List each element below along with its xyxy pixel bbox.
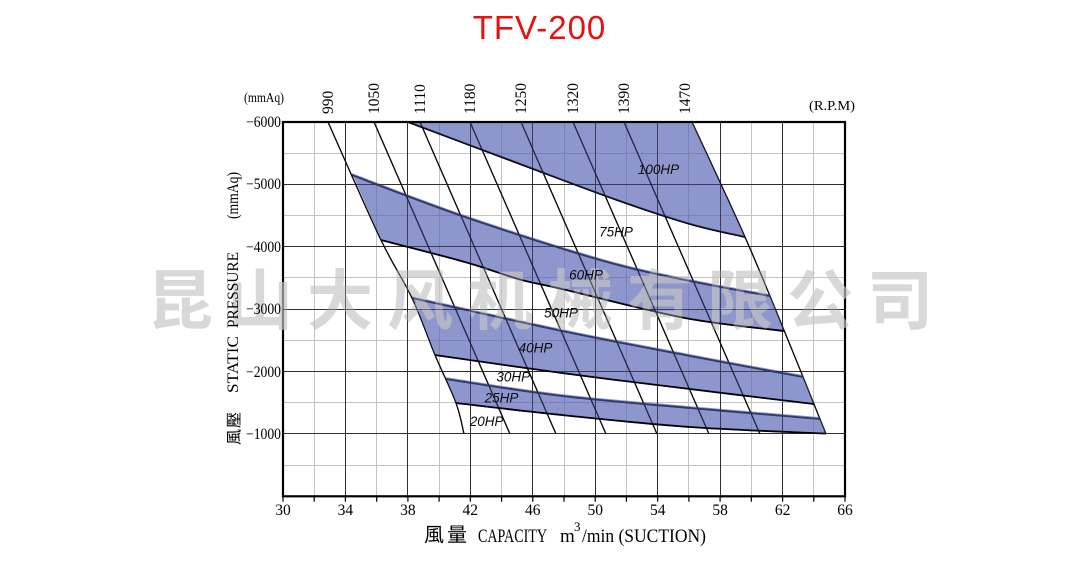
- svg-text:m: m: [560, 526, 575, 547]
- svg-text:−6000: −6000: [246, 114, 281, 131]
- svg-text:1470: 1470: [677, 83, 694, 114]
- svg-text:STATIC: STATIC: [225, 336, 242, 393]
- svg-text:−3000: −3000: [246, 301, 281, 318]
- svg-text:60HP: 60HP: [569, 267, 603, 282]
- svg-text:990: 990: [320, 91, 337, 115]
- svg-text:25HP: 25HP: [484, 391, 519, 406]
- svg-text:−5000: −5000: [246, 176, 281, 193]
- svg-text:(R.P.M): (R.P.M): [809, 98, 855, 113]
- svg-text:1110: 1110: [412, 84, 429, 114]
- svg-text:20HP: 20HP: [469, 414, 504, 429]
- svg-text:46: 46: [525, 502, 541, 519]
- svg-text:58: 58: [712, 502, 728, 519]
- svg-text:30HP: 30HP: [496, 370, 530, 385]
- svg-text:34: 34: [338, 502, 354, 519]
- svg-text:1250: 1250: [513, 83, 530, 114]
- svg-text:42: 42: [463, 502, 479, 519]
- svg-text:TFV-200: TFV-200: [473, 9, 607, 46]
- svg-text:50HP: 50HP: [544, 305, 578, 320]
- svg-text:38: 38: [400, 502, 416, 519]
- svg-text:75HP: 75HP: [599, 224, 633, 239]
- svg-text:100HP: 100HP: [638, 162, 679, 177]
- svg-text:1050: 1050: [366, 83, 383, 114]
- svg-text:1320: 1320: [565, 83, 582, 114]
- svg-text:PRESSURE: PRESSURE: [225, 252, 242, 328]
- svg-text:/min (SUCTION): /min (SUCTION): [582, 526, 706, 547]
- svg-text:−4000: −4000: [246, 239, 281, 256]
- svg-text:3: 3: [574, 519, 581, 534]
- svg-text:30: 30: [275, 502, 291, 519]
- svg-text:54: 54: [650, 502, 666, 519]
- svg-text:(mmAq): (mmAq): [244, 90, 284, 105]
- svg-text:62: 62: [775, 502, 791, 519]
- svg-text:66: 66: [837, 502, 853, 519]
- svg-text:1390: 1390: [616, 83, 633, 114]
- svg-text:CAPACITY: CAPACITY: [478, 526, 547, 547]
- svg-text:1180: 1180: [462, 83, 479, 114]
- svg-text:−1000: −1000: [246, 426, 281, 443]
- svg-text:−2000: −2000: [246, 364, 281, 381]
- svg-text:50: 50: [587, 502, 603, 519]
- svg-text:(mmAq): (mmAq): [225, 172, 242, 219]
- svg-text:40HP: 40HP: [519, 341, 553, 356]
